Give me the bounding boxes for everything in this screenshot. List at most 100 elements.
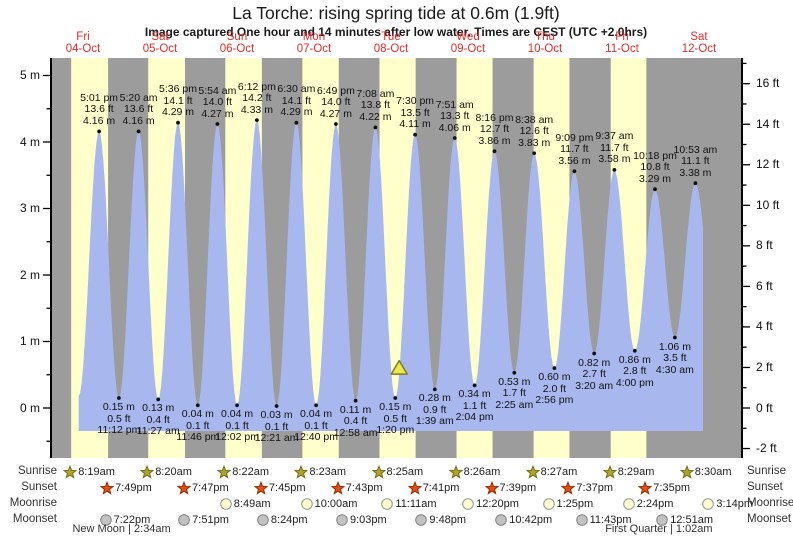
high-tide-label: 5:20 am 13.6 ft 4.16 m <box>120 92 158 128</box>
sunrise-time: 8:23am <box>309 466 347 478</box>
moonset-time: 7:22pm <box>113 514 151 526</box>
sunrise-event: 8:23am <box>294 465 346 479</box>
sunset-event: 7:35pm <box>638 481 690 495</box>
tide-height-ft: 0.4 ft <box>146 413 170 426</box>
tide-extreme-dot <box>393 396 398 400</box>
high-tide-label: 8:16 pm 12.7 ft 3.86 m <box>476 112 514 148</box>
sunrise-time: 8:22am <box>232 466 269 478</box>
tide-time: 11:46 pm <box>176 431 220 444</box>
day-name: Tue <box>381 31 401 43</box>
tide-height-m: 0.60 m <box>538 371 571 384</box>
sunrise-event: 8:19am <box>63 465 115 479</box>
right-axis-tick-label: 14 ft <box>756 116 780 131</box>
tide-height-m: 0.82 m <box>578 356 611 369</box>
tide-height-m: 0.28 m <box>418 392 451 405</box>
tide-time: 2:56 pm <box>535 394 574 407</box>
moonrise-icon <box>462 498 474 510</box>
sunset-icon <box>177 481 191 495</box>
tide-time: 4:00 pm <box>615 376 654 389</box>
tide-extreme-dot <box>592 351 597 356</box>
moonset-time: 9:03pm <box>350 514 387 526</box>
low-tide-label: 0.03 m 0.1 ft 12:21 am <box>255 409 299 445</box>
sunrise-icon <box>63 465 78 479</box>
moonrise-icon <box>702 498 715 510</box>
left-axis-tick-label: 5 m <box>19 68 40 82</box>
moonrise-row-label-left: Moonrise <box>9 497 57 509</box>
moonrise-icon <box>542 498 555 510</box>
day-name: Sat <box>151 31 169 43</box>
low-tide-label: 0.13 m 0.4 ft 11:27 am <box>137 403 180 438</box>
sunrise-event: 8:30am <box>679 465 732 479</box>
moonset-time: 7:51pm <box>192 514 229 526</box>
day-name: Fri <box>615 31 629 43</box>
tide-time: 5:36 pm <box>159 83 197 96</box>
tide-time: 12:40 pm <box>294 431 338 444</box>
high-tide-label: 5:36 pm 14.1 ft 4.29 m <box>159 84 197 119</box>
day-date: 05-Oct <box>142 43 178 55</box>
tide-height-m: 4.33 m <box>240 103 273 116</box>
right-axis-tick-label: 8 ft <box>756 238 773 253</box>
tide-time: 4:30 am <box>655 363 694 376</box>
tide-height-m: 0.15 m <box>102 401 135 413</box>
tide-extreme-dot <box>612 168 617 172</box>
sunset-time: 7:47pm <box>192 482 229 494</box>
sunrise-time: 8:25am <box>386 466 424 478</box>
sunrise-icon <box>679 465 694 479</box>
high-tide-label: 6:30 am 14.1 ft 4.29 m <box>277 84 315 119</box>
sunrise-row-label-left: Sunrise <box>18 465 57 477</box>
tide-time: 5:54 am <box>198 84 237 97</box>
sunrise-icon <box>294 465 309 479</box>
day-label: Wed 09-Oct <box>451 31 486 55</box>
sunrise-time: 8:30am <box>694 466 732 478</box>
day-label: Thu 10-Oct <box>528 31 563 55</box>
moonrise-event: 3:14pm <box>701 497 753 511</box>
tide-height-ft: 0.1 ft <box>186 419 210 432</box>
tide-extreme-dot <box>653 187 657 192</box>
tide-height-m: 0.11 m <box>339 403 372 416</box>
day-label: Sat 05-Oct <box>143 31 178 55</box>
tide-height-ft: 11.1 ft <box>681 155 710 168</box>
sunset-event: 7:45pm <box>253 481 306 495</box>
sunset-icon <box>330 481 345 495</box>
day-date: 06-Oct <box>219 43 255 55</box>
tide-extreme-dot <box>215 122 220 126</box>
sunset-icon <box>253 481 268 495</box>
moonset-icon <box>257 514 269 526</box>
tide-height-ft: 3.5 ft <box>663 352 687 364</box>
tide-extreme-dot <box>572 169 577 174</box>
day-label: Sat 12-Oct <box>682 31 717 55</box>
tide-extreme-dot <box>314 403 318 408</box>
tide-height-m: 0.34 m <box>458 388 491 401</box>
low-tide-label: 0.11 m 0.4 ft 12:58 am <box>334 403 378 440</box>
moonset-time: 9:48pm <box>429 514 467 526</box>
low-tide-label: 0.04 m 0.1 ft 12:02 pm <box>215 409 259 444</box>
low-tide-label: 0.34 m 1.1 ft 2:04 pm <box>456 389 494 424</box>
tide-time: 8:38 am <box>515 113 554 126</box>
tide-time: 10:18 pm <box>633 149 677 162</box>
tide-time: 7:30 pm <box>396 95 435 108</box>
sunrise-event: 8:20am <box>140 465 192 479</box>
day-label: Mon 07-Oct <box>297 31 332 55</box>
low-tide-label: 0.53 m 1.7 ft 2:25 am <box>495 376 533 412</box>
tide-extreme-dot <box>334 122 338 126</box>
sunrise-icon <box>448 465 463 479</box>
high-tide-label: 7:08 am 13.8 ft 4.22 m <box>356 88 394 124</box>
tide-height-ft: 14.0 ft <box>321 96 351 108</box>
sunset-row-label-left: Sunset <box>21 481 57 493</box>
moonrise-time: 12:20pm <box>476 498 519 510</box>
day-name: Wed <box>456 31 480 43</box>
tide-time: 2:04 pm <box>455 411 494 424</box>
high-tide-label: 9:37 am 11.7 ft 3.58 m <box>595 131 633 166</box>
tide-extreme-dot <box>136 129 141 134</box>
tide-extreme-dot <box>532 151 537 156</box>
sunrise-time: 8:26am <box>463 466 501 478</box>
sunset-time: 7:41pm <box>422 482 460 494</box>
sunrise-time: 8:20am <box>155 466 192 478</box>
day-name: Mon <box>302 31 326 43</box>
sunset-icon <box>484 481 499 495</box>
tide-height-m: 3.56 m <box>558 154 591 167</box>
tide-height-m: 4.16 m <box>83 114 116 127</box>
sunset-time: 7:45pm <box>268 482 306 494</box>
